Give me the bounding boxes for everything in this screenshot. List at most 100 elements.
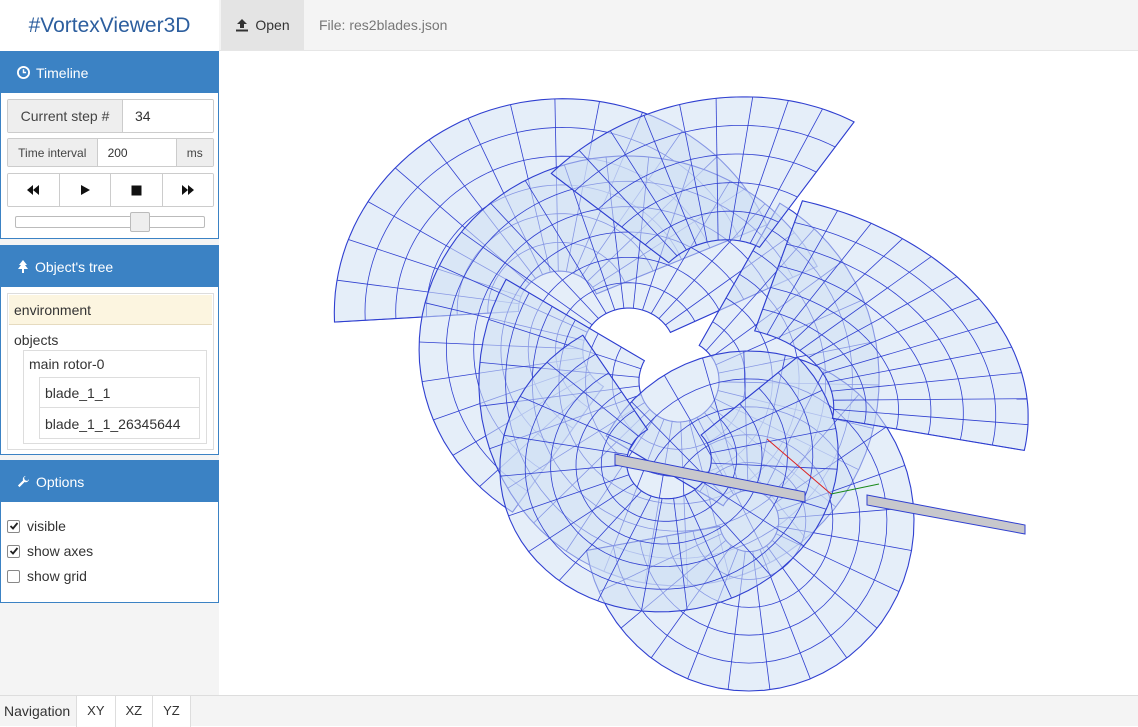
axis-y — [830, 483, 880, 495]
options-title: Options — [36, 473, 85, 490]
vortex-sheet-spoke — [546, 361, 639, 437]
view-xy-button[interactable]: XY — [77, 696, 116, 727]
navigation-label: Navigation — [0, 696, 78, 727]
vortex-sheet-spoke — [799, 256, 932, 351]
app-title: #VortexViewer3D — [0, 0, 219, 51]
navigation-bar: Navigation XY XZ YZ — [0, 695, 1138, 727]
player-controls — [7, 173, 214, 207]
current-step-group: Current step # — [7, 99, 214, 133]
view-yz-button[interactable]: YZ — [153, 696, 191, 727]
options-header[interactable]: Options — [1, 461, 218, 502]
tree-node-main-rotor[interactable]: main rotor-0 — [29, 356, 105, 372]
vortex-sheet-spoke — [490, 202, 599, 319]
open-label: Open — [255, 17, 290, 33]
vortex-sheet-spoke — [754, 200, 803, 332]
forward-button[interactable] — [162, 174, 213, 206]
option-visible[interactable]: visible — [7, 518, 66, 534]
object-tree-title: Object's tree — [35, 258, 114, 275]
tree-node-environment[interactable]: environment — [9, 295, 212, 325]
vortex-sheet-spoke — [519, 396, 632, 446]
tree-node-blade[interactable]: blade_1_1_26345644 — [45, 415, 181, 432]
vortex-sheet-spoke — [822, 321, 998, 374]
object-tree-panel: Object's tree environment objects main r… — [0, 245, 219, 455]
show-axes-checkbox[interactable] — [7, 544, 20, 558]
tree-icon — [18, 259, 28, 273]
vortex-sheet-spoke — [728, 96, 754, 240]
vortex-sheet-spoke — [816, 298, 980, 366]
vortex-sheet-spoke — [679, 104, 708, 243]
vortex-sheet-spoke — [711, 462, 838, 470]
backward-icon — [27, 185, 40, 195]
rotor-blade — [614, 453, 806, 503]
checkmark-icon — [9, 522, 18, 530]
forward-icon — [181, 185, 194, 195]
option-show-grid[interactable]: show grid — [7, 568, 87, 584]
option-label: show axes — [27, 543, 94, 559]
vortex-sheet-spoke — [499, 464, 627, 477]
vortex-sheet-spoke — [707, 389, 823, 444]
vortex-sheet-spoke — [578, 150, 678, 257]
vortex-sheet-spoke — [833, 408, 1029, 426]
top-bar: #VortexViewer3D Open File: res2blades.js… — [0, 0, 1138, 51]
wrench-icon — [17, 475, 30, 488]
vortex-sheet-spoke — [739, 100, 789, 242]
vortex-sheet-spoke — [789, 238, 903, 345]
view-xz-button[interactable]: XZ — [115, 696, 154, 727]
current-step-label: Current step # — [8, 100, 123, 132]
stop-button[interactable] — [111, 174, 163, 206]
timeline-slider[interactable] — [15, 212, 205, 232]
time-interval-input[interactable] — [97, 139, 176, 166]
tree-node-blade[interactable]: blade_1_1 — [40, 378, 199, 408]
time-interval-group: Time interval ms — [7, 138, 214, 167]
current-step-input[interactable] — [123, 100, 213, 132]
timeline-title: Timeline — [36, 64, 89, 81]
3d-viewport[interactable] — [219, 51, 1138, 695]
vortex-sheet-spoke — [558, 490, 642, 581]
rotor-wake-render — [333, 96, 1029, 692]
vortex-sheet-spoke — [505, 278, 645, 362]
vortex-sheet-spoke — [766, 210, 838, 335]
vortex-sheet-spoke — [524, 180, 607, 314]
vortex-sheet-spoke — [808, 276, 958, 358]
vortex-sheet-spoke — [582, 334, 648, 430]
upload-icon — [236, 19, 249, 32]
play-button[interactable] — [59, 174, 111, 206]
vortex-sheet-spoke — [503, 434, 628, 455]
clock-icon — [17, 66, 30, 79]
file-name: File: res2blades.json — [319, 17, 448, 33]
vortex-sheet-spoke — [684, 495, 732, 599]
time-interval-unit: ms — [175, 139, 213, 166]
tree-group-rotor: main rotor-0 blade_1_1 blade_1_1_2634564… — [23, 350, 207, 444]
vortex-sheet-ring — [621, 182, 798, 228]
options-panel: Options visible show axes show grid — [0, 460, 219, 603]
option-label: visible — [27, 518, 66, 534]
time-interval-label: Time interval — [8, 139, 98, 166]
vortex-sheet-spoke — [710, 428, 836, 454]
tree-node-objects[interactable]: objects — [14, 332, 59, 348]
vortex-sheet-spoke — [461, 231, 593, 326]
vortex-sheet-spoke — [551, 173, 669, 264]
vortex-sheet-spoke — [715, 98, 719, 241]
vortex-sheet-spoke — [700, 356, 798, 436]
vortex-sheet-spoke — [749, 108, 823, 244]
timeline-slider-handle[interactable] — [130, 212, 150, 232]
vortex-sheet-ring — [598, 153, 817, 210]
tree-group-blades: blade_1_1 blade_1_1_26345644 — [39, 377, 200, 439]
checkmark-icon — [9, 547, 18, 555]
vortex-sheet-ring — [644, 210, 779, 246]
object-tree-header[interactable]: Object's tree — [1, 246, 218, 287]
option-show-axes[interactable]: show axes — [7, 543, 93, 559]
vortex-sheet-ring — [574, 125, 836, 192]
open-button[interactable]: Open — [221, 0, 304, 50]
vortex-sheet-spoke — [673, 498, 688, 611]
show-grid-checkbox[interactable] — [7, 569, 20, 583]
rewind-button[interactable] — [8, 174, 60, 206]
timeline-header[interactable]: Timeline — [1, 52, 218, 93]
visible-checkbox[interactable] — [7, 519, 20, 533]
rotor-blade — [866, 494, 1026, 535]
vortex-sheet-spoke — [643, 115, 697, 246]
vortex-sheet-spoke — [831, 372, 1022, 392]
vortex-sheet-spoke — [833, 398, 1028, 401]
vortex-sheet-spoke — [832, 417, 1025, 451]
vortex-sheet-spoke — [528, 483, 635, 552]
